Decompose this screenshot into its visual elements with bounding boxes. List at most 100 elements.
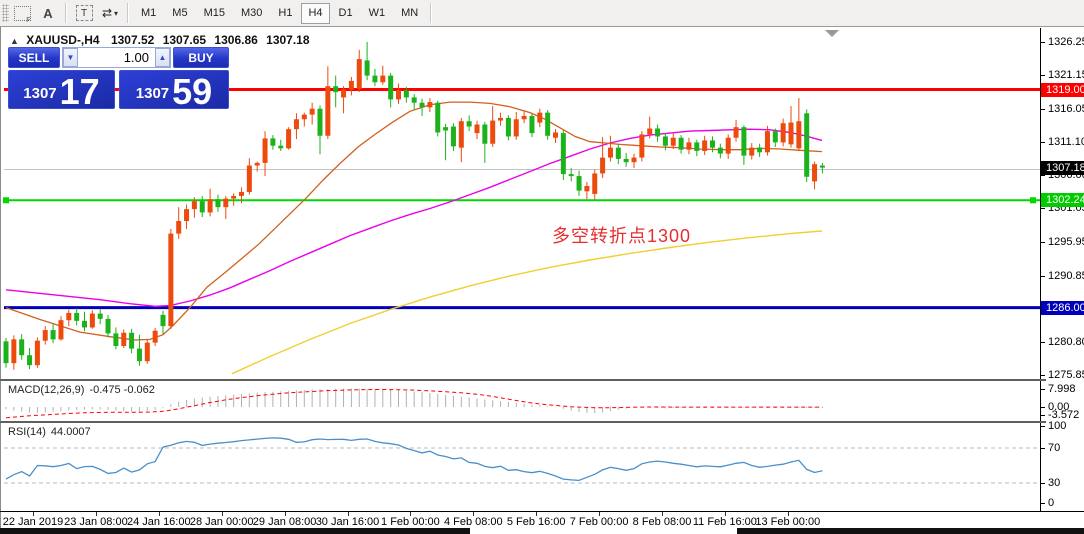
price-tick-mark (1041, 342, 1045, 343)
candle (427, 102, 433, 108)
toolbar-grip[interactable] (2, 4, 9, 22)
candle (631, 157, 637, 163)
hline-marker[interactable] (1030, 197, 1036, 204)
rsi-tick-label: 30 (1048, 477, 1061, 489)
toolbar-separator (127, 3, 129, 23)
timeframe-button-w1[interactable]: W1 (368, 7, 386, 19)
cursor-arrows-tool-button[interactable]: ⇄ ▾ (98, 2, 122, 24)
candle (812, 164, 818, 182)
toolbar-separator (430, 3, 433, 23)
text-label-tool-button[interactable]: A (36, 2, 60, 24)
candle (262, 138, 268, 163)
timeframe-button-d1[interactable]: D1 (338, 7, 353, 19)
date-label: 4 Feb 08:00 (443, 516, 503, 528)
price-tick-mark (1041, 275, 1045, 277)
ohlc-low: 1306.86 (214, 33, 258, 47)
buy-price-display[interactable]: 1307 59 (119, 70, 229, 111)
candle (553, 132, 558, 138)
timeframe-button-m5[interactable]: M5 (172, 7, 188, 19)
candle (254, 162, 260, 166)
candle (380, 75, 386, 83)
candle (411, 97, 417, 103)
date-tick-mark (599, 512, 601, 516)
date-label: 11 Feb 16:00 (692, 516, 757, 528)
lot-decrease-button[interactable]: ▼ (63, 48, 78, 67)
macd-panel-title: MACD(12,26,9) -0.475 -0.062 (8, 384, 155, 396)
candle (286, 129, 292, 149)
sell-button[interactable]: SELL (8, 47, 60, 68)
ohlc-high: 1307.65 (162, 33, 207, 47)
price-tick-mark (1041, 208, 1045, 210)
candle (168, 233, 174, 327)
candle (545, 112, 551, 136)
buy-button[interactable]: BUY (173, 47, 229, 68)
price-badge-1286.00: 1286.00 (1041, 300, 1084, 315)
rsi-tick-mark (1041, 483, 1045, 484)
textbox-tool-button[interactable]: T (72, 2, 96, 24)
letter-a-icon: A (43, 5, 53, 21)
rsi-line (5, 437, 823, 482)
price-tick-label: 1321.15 (1048, 69, 1084, 82)
price-badge-1307.18: 1307.18 (1041, 160, 1084, 175)
candle (356, 59, 362, 89)
candle (521, 115, 527, 120)
candle (129, 332, 135, 349)
candle (372, 75, 378, 83)
candle (623, 158, 629, 163)
date-tick-mark (221, 512, 223, 516)
candle (686, 142, 692, 150)
candle (772, 131, 778, 143)
candle (741, 127, 747, 156)
candle (325, 86, 331, 136)
candle (600, 157, 606, 174)
rsi-tick-mark (1041, 503, 1045, 504)
date-label: 13 Feb 00:00 (755, 516, 821, 528)
macd-tick-label: 0.00 (1048, 401, 1070, 413)
hline-marker[interactable] (3, 197, 9, 204)
sell-price-display[interactable]: 1307 17 (8, 70, 115, 111)
one-click-expander-icon[interactable]: ▲ (10, 36, 19, 46)
timeframe-button-h4[interactable]: H4 (301, 2, 330, 24)
date-label: 30 Jan 16:00 (315, 516, 380, 528)
candle (50, 330, 56, 340)
price-tick-label: 1316.05 (1048, 102, 1084, 115)
timeframe-button-m15[interactable]: M15 (203, 7, 225, 19)
candle (780, 123, 786, 143)
indicators-grid-tool-button[interactable] (10, 2, 34, 24)
lot-size-field[interactable]: 1.00 (78, 48, 155, 67)
candle (576, 176, 582, 191)
lot-increase-button[interactable]: ▲ (155, 48, 170, 67)
rsi-value: 44.0007 (50, 426, 91, 438)
chevron-down-icon: ▾ (114, 8, 119, 18)
candle (458, 121, 464, 148)
timeframe-button-m30[interactable]: M30 (240, 7, 263, 19)
timeframe-button-m1[interactable]: M1 (141, 7, 157, 19)
date-label: 24 Jan 16:00 (126, 516, 191, 528)
candle (513, 119, 519, 137)
candle (176, 221, 182, 234)
candle (231, 195, 237, 199)
macd-signal-line (5, 389, 823, 419)
candle (537, 112, 543, 123)
candle (239, 191, 244, 196)
date-tick-mark (473, 512, 475, 516)
candle (717, 147, 723, 154)
macd-tick-mark (1041, 389, 1045, 391)
chart-window[interactable] (0, 28, 1084, 534)
panel-separator[interactable] (0, 421, 1046, 423)
chart-shift-marker-icon[interactable] (825, 30, 839, 37)
panel-separator[interactable] (0, 379, 1046, 381)
candle (443, 127, 449, 131)
rsi-tick-label: 70 (1048, 442, 1061, 454)
date-tick-mark (787, 512, 789, 516)
candle (348, 80, 354, 90)
timeframe-button-mn[interactable]: MN (401, 7, 419, 19)
candle (749, 147, 755, 156)
candle (639, 134, 645, 158)
timeframe-button-h1[interactable]: H1 (278, 7, 293, 19)
date-label: 22 Jan 2019 (2, 516, 64, 528)
candle (278, 145, 284, 149)
macd-tick-mark (1041, 407, 1045, 408)
date-label: 29 Jan 08:00 (252, 516, 317, 528)
